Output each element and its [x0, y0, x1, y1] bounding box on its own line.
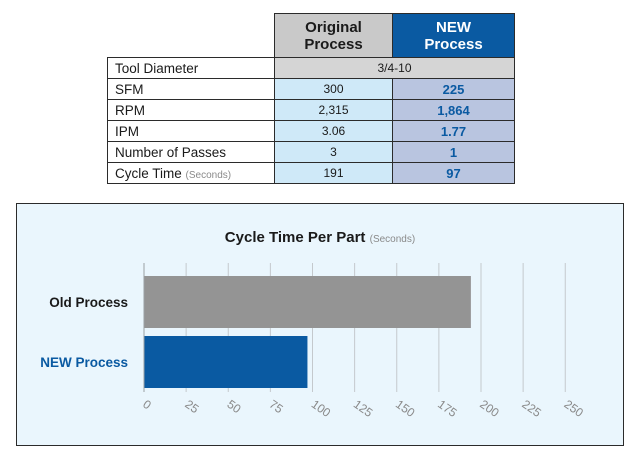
new-value: 1	[392, 141, 515, 163]
original-value: 191	[274, 162, 393, 184]
table-row: SFM 300 225	[107, 78, 515, 100]
new-value: 97	[392, 162, 515, 184]
x-tick-label: 25	[182, 397, 201, 416]
bar-chart: Old Process NEW Process 0 25 50 75 100 125 150 17…	[40, 263, 587, 420]
x-tick-label: 225	[519, 397, 544, 420]
bar	[144, 336, 308, 388]
table-header-row: Original Process NEW Process	[108, 13, 515, 58]
row-label: Number of Passes	[107, 141, 275, 163]
table-row: Tool Diameter 3/4-10	[107, 57, 515, 79]
original-value: 3.06	[274, 120, 393, 142]
chart-title-block: Cycle Time Per Part (Seconds)	[17, 229, 623, 246]
comparison-table: Original Process NEW Process Tool Diamet…	[107, 13, 515, 184]
header-new-process: NEW Process	[392, 13, 515, 58]
row-label: IPM	[107, 120, 275, 142]
row-label-note: (Seconds)	[185, 169, 232, 181]
table-row: RPM 2,315 1,864	[107, 99, 515, 121]
original-value: 2,315	[274, 99, 393, 121]
tool-diameter-value: 3/4-10	[274, 57, 515, 79]
header-blank-cell	[108, 14, 275, 58]
chart-title: Cycle Time Per Part	[224, 229, 366, 246]
category-label: NEW Process	[40, 355, 128, 370]
x-tick-label: 50	[225, 397, 244, 416]
original-value: 300	[274, 78, 393, 100]
x-tick-label: 0	[140, 397, 154, 412]
x-tick-label: 125	[351, 397, 376, 420]
x-tick-label: 175	[435, 397, 460, 420]
row-label: Tool Diameter	[107, 57, 275, 79]
new-value: 1,864	[392, 99, 515, 121]
bar	[144, 276, 471, 328]
row-label-text: Cycle Time	[115, 165, 182, 181]
new-value: 1.77	[392, 120, 515, 142]
table-row: IPM 3.06 1.77	[107, 120, 515, 142]
x-tick-label: 100	[309, 397, 334, 420]
table-row: Number of Passes 3 1	[107, 141, 515, 163]
x-tick-label: 150	[393, 397, 418, 420]
category-label: Old Process	[49, 295, 128, 310]
header-original-process: Original Process	[274, 13, 393, 58]
chart-subtitle: (Seconds)	[369, 234, 416, 245]
table-row: Cycle Time (Seconds) 191 97	[107, 162, 515, 184]
x-tick-label: 200	[477, 397, 502, 420]
row-label: SFM	[107, 78, 275, 100]
row-label: Cycle Time (Seconds)	[107, 162, 275, 184]
chart-panel: Cycle Time Per Part (Seconds) Old Proces…	[16, 203, 624, 446]
row-label: RPM	[107, 99, 275, 121]
original-value: 3	[274, 141, 393, 163]
x-tick-label: 250	[562, 397, 587, 420]
x-tick-label: 75	[267, 397, 286, 416]
new-value: 225	[392, 78, 515, 100]
